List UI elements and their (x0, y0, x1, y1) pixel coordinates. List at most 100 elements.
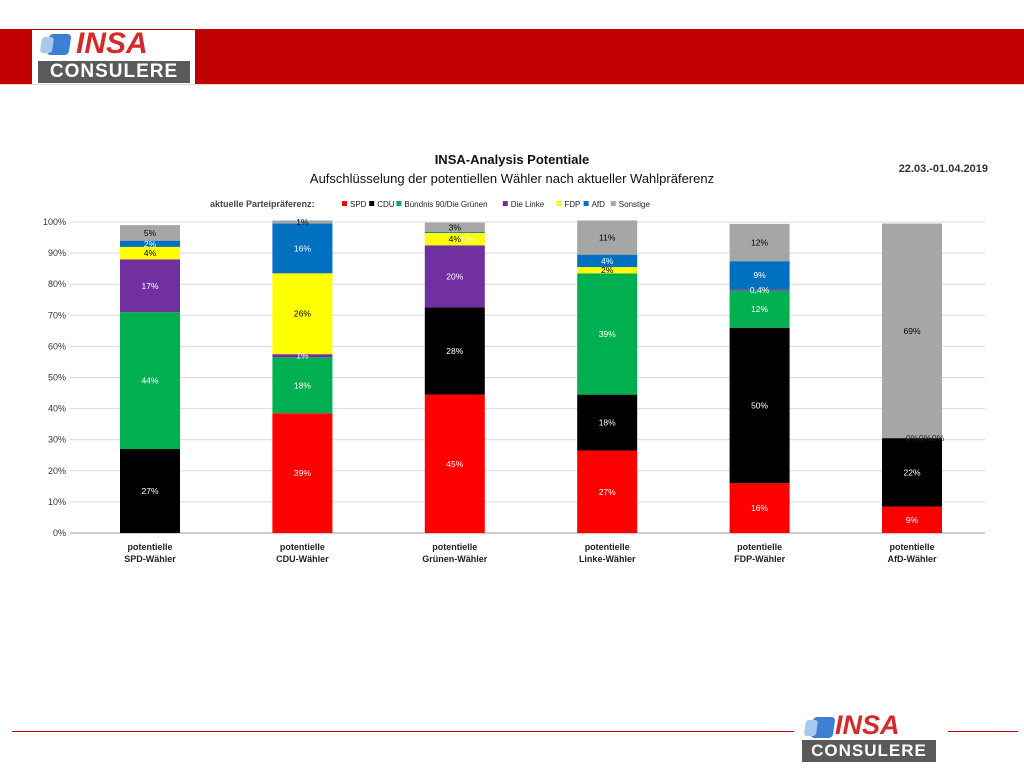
x-category-label: Linke-Wähler (579, 554, 636, 564)
bar-segment (577, 273, 638, 395)
y-tick-label: 40% (48, 404, 66, 414)
chart-subtitle: Aufschlüsselung der potentiellen Wähler … (310, 171, 714, 186)
bar-segment (120, 240, 180, 247)
bar-segment (729, 327, 790, 484)
bar-segment (272, 223, 333, 274)
bar-segment (882, 506, 942, 533)
data-label: 16% (751, 503, 768, 513)
bar-segment (272, 220, 333, 224)
data-label: 44% (141, 376, 158, 386)
y-tick-label: 90% (48, 248, 66, 258)
y-tick-label: 100% (43, 217, 66, 227)
insa-logo-mark-icon (810, 717, 836, 738)
chart-legend: SPD CDU Bündnis 90/Die Grünen Die Linke FDP A… (342, 200, 650, 209)
y-tick-label: 70% (48, 310, 66, 320)
data-label: 4% (449, 234, 462, 244)
bar-segment (577, 220, 638, 255)
legend-entry: Sonstige (619, 200, 651, 209)
bar-segment (577, 394, 638, 451)
legend-swatch (610, 201, 616, 206)
data-label: 9% (753, 270, 766, 280)
data-label: 17% (141, 281, 158, 291)
bar-segment (424, 231, 485, 233)
data-label: 20% (446, 271, 463, 281)
data-label: 12% (751, 304, 768, 314)
legend-swatch (502, 201, 508, 206)
chart-title: INSA-Analysis Potentiale (435, 152, 590, 167)
y-tick-label: 0% (53, 528, 66, 538)
bar-segment (577, 267, 638, 274)
x-category-label: AfD-Wähler (888, 554, 937, 564)
logo-consulere-text: CONSULERE (38, 61, 190, 83)
data-label: 39% (294, 468, 311, 478)
survey-date: 22.03.-01.04.2019 (899, 163, 988, 175)
data-label: 11% (599, 233, 616, 243)
chart-gridlines (70, 221, 985, 534)
legend-entry: AfD (592, 200, 606, 209)
data-label: 16% (294, 243, 311, 253)
data-label: 3% (449, 222, 462, 232)
y-axis: 0% 10% 20% 30% 40% 50% 60% 70% 80% 90% 100% (43, 217, 66, 538)
data-label: 50% (751, 400, 768, 410)
y-tick-label: 30% (48, 435, 66, 445)
legend-swatch (342, 201, 347, 206)
data-labels: 27%44%17%4%2%5%39%18%1%26%16%1%45%28%20%… (141, 217, 944, 525)
legend-entry: Bündnis 90/Die Grünen (404, 200, 487, 209)
x-category-label: potentielle (737, 542, 782, 552)
data-label: 9% (906, 515, 919, 525)
legend-entry: CDU (377, 200, 395, 209)
data-label: 18% (599, 418, 616, 428)
bar-segment (729, 289, 790, 291)
data-label: 5% (144, 228, 157, 238)
insa-logo-header: INSA CONSULERE (32, 27, 195, 84)
data-label: 27% (141, 486, 158, 496)
bar-segment (424, 232, 485, 246)
legend-swatch (556, 201, 562, 206)
data-label: 4% (601, 256, 614, 266)
x-category-label: FDP-Wähler (734, 554, 786, 564)
x-category-label: CDU-Wähler (276, 554, 329, 564)
footer-divider-right (948, 731, 1018, 732)
bar-segment (272, 413, 333, 533)
y-tick-label: 50% (48, 373, 66, 383)
bar-segment (120, 225, 180, 241)
bar-segment (424, 245, 485, 308)
data-label: 0,4% (750, 285, 770, 295)
bar-segment (729, 290, 790, 328)
bar-segment (729, 483, 790, 533)
legend-entry: SPD (350, 200, 367, 209)
legend-entry: Die Linke (511, 200, 545, 209)
bar-segment (120, 246, 180, 260)
bar-segment (120, 259, 180, 313)
bar-segment (577, 254, 638, 268)
x-category-label: potentielle (585, 542, 630, 552)
bar-segment (272, 354, 333, 358)
data-label: 2% (144, 239, 157, 249)
y-tick-label: 10% (48, 497, 66, 507)
bar-segment (272, 273, 333, 355)
x-category-label: potentielle (280, 542, 325, 552)
y-tick-label: 60% (48, 341, 66, 351)
x-axis: potentielle SPD-Wähler potentielle CDU-Wähl… (124, 542, 937, 564)
data-label: 27% (599, 487, 616, 497)
x-category-label: SPD-Wähler (124, 554, 176, 564)
y-tick-label: 80% (48, 279, 66, 289)
bar-segment (272, 357, 333, 414)
legend-swatch (396, 201, 402, 206)
logo-insa-text: INSA (76, 27, 148, 60)
data-label: 12% (751, 238, 768, 248)
data-label: 22% (903, 467, 920, 477)
bar-segment (882, 438, 942, 507)
data-label: 4% (144, 248, 157, 258)
data-label: 26% (294, 309, 311, 319)
data-label: 69% (903, 326, 920, 336)
data-label: 39% (599, 329, 616, 339)
insa-logo-footer: INSA CONSULERE (802, 710, 936, 764)
data-label: 1% (296, 351, 309, 361)
legend-title: aktuelle Parteipräferenz: (210, 199, 315, 209)
x-category-label: potentielle (889, 542, 934, 552)
x-category-label: Grünen-Wähler (422, 554, 488, 564)
header-divider (0, 84, 1024, 85)
data-label: 0% (462, 234, 475, 244)
